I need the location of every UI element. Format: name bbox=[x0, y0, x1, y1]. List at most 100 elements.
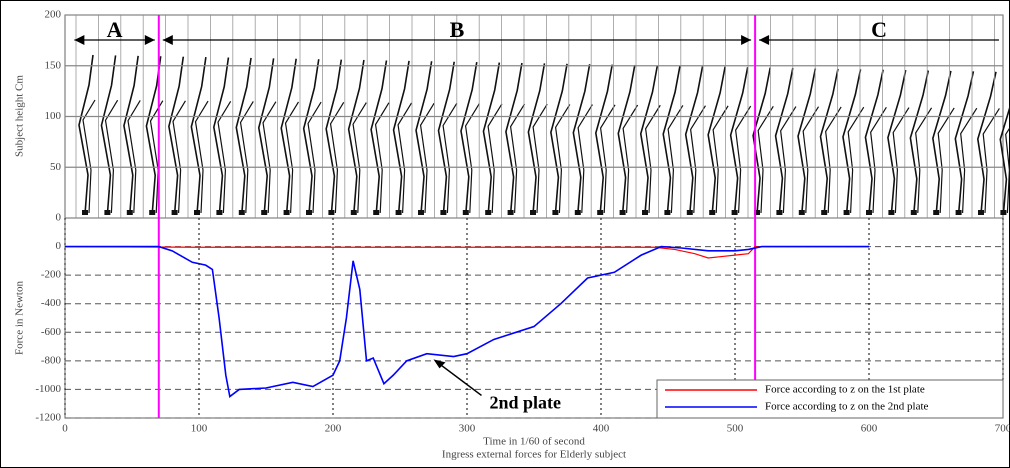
x-tick-label: 600 bbox=[861, 423, 878, 435]
y-tick-label: -400 bbox=[41, 297, 62, 309]
stick-figure-foot bbox=[328, 210, 335, 215]
stick-figure bbox=[847, 106, 865, 214]
legend-label: Force according to z on the 1st plate bbox=[765, 384, 925, 396]
stick-figure bbox=[442, 103, 458, 214]
stick-figure bbox=[482, 62, 501, 215]
legend-label: Force according to z on the 2nd plate bbox=[765, 401, 929, 413]
y-tick-label: 0 bbox=[56, 240, 62, 252]
stick-figure bbox=[527, 63, 546, 215]
stick-figure-foot bbox=[418, 210, 424, 215]
y-tick-label: 150 bbox=[45, 59, 62, 71]
stick-figure bbox=[262, 101, 277, 214]
stick-figure-foot bbox=[933, 210, 940, 215]
stick-figure-foot bbox=[283, 210, 290, 215]
stick-figure-foot bbox=[754, 210, 760, 215]
stick-figure bbox=[194, 100, 209, 214]
x-tick-label: 100 bbox=[191, 423, 208, 435]
stick-figure bbox=[464, 103, 480, 214]
stick-figure bbox=[752, 67, 772, 215]
stick-figure-foot bbox=[149, 210, 156, 215]
annotation-text: 2nd plate bbox=[490, 393, 562, 413]
x-tick-label: 200 bbox=[325, 423, 342, 435]
stick-figure-foot bbox=[664, 210, 671, 215]
y-tick-label: -600 bbox=[41, 326, 62, 338]
stick-figure-foot bbox=[709, 210, 716, 215]
stick-figure-foot bbox=[82, 210, 88, 215]
stick-figure bbox=[397, 102, 413, 214]
stick-figure-foot bbox=[350, 210, 357, 215]
stick-figure bbox=[352, 102, 367, 214]
y-tick-label: 0 bbox=[56, 212, 62, 224]
stick-figure bbox=[999, 104, 1010, 215]
stick-figure bbox=[690, 105, 706, 214]
stick-figure-foot bbox=[597, 210, 604, 215]
stick-figure bbox=[825, 106, 842, 214]
stick-figure-foot bbox=[395, 210, 402, 215]
stick-figure bbox=[954, 71, 975, 215]
phase-label: B bbox=[450, 17, 465, 42]
stick-figure bbox=[735, 105, 752, 214]
stick-figure bbox=[284, 101, 300, 214]
series-line bbox=[65, 245, 869, 398]
stick-figure bbox=[437, 61, 455, 215]
y-tick-label: 50 bbox=[50, 161, 62, 173]
stick-figure-foot bbox=[731, 210, 738, 215]
stick-figure bbox=[329, 101, 345, 214]
stick-figure-foot bbox=[530, 210, 536, 215]
phase-label: C bbox=[871, 17, 887, 42]
stick-figure bbox=[325, 59, 343, 215]
stick-figure bbox=[487, 103, 503, 214]
stick-figure bbox=[572, 64, 591, 215]
stick-figure-foot bbox=[798, 210, 805, 215]
stick-figure bbox=[707, 66, 726, 215]
stick-figure bbox=[937, 107, 955, 214]
y-tick-label: 100 bbox=[45, 110, 62, 122]
stick-figure bbox=[505, 62, 523, 215]
stick-figure bbox=[257, 58, 275, 215]
stick-figure bbox=[662, 65, 681, 215]
stick-figure bbox=[976, 71, 997, 215]
stick-figure bbox=[797, 68, 817, 215]
arrow-head bbox=[741, 35, 752, 45]
stick-figure bbox=[915, 107, 933, 214]
x-tick-label: 0 bbox=[62, 423, 68, 435]
caption: Ingress external forces for Elderly subj… bbox=[442, 449, 626, 461]
stick-figure bbox=[802, 106, 820, 214]
stick-figure-foot bbox=[485, 210, 492, 215]
stick-figure-foot bbox=[216, 210, 223, 215]
stick-figure bbox=[594, 64, 614, 215]
stick-figure bbox=[617, 64, 636, 215]
stick-figure-foot bbox=[776, 210, 783, 215]
stick-figure bbox=[729, 67, 749, 215]
x-axis-label: Time in 1/60 of second bbox=[483, 436, 585, 448]
stick-figure bbox=[392, 60, 410, 215]
stick-figure bbox=[819, 68, 839, 215]
stick-figure bbox=[415, 61, 433, 215]
x-tick-label: 300 bbox=[459, 423, 476, 435]
stick-figure bbox=[347, 59, 365, 215]
stick-figure-foot bbox=[955, 210, 962, 215]
stick-figure-foot bbox=[238, 210, 245, 215]
stick-figure-foot bbox=[507, 210, 514, 215]
stick-figure bbox=[932, 70, 952, 215]
stick-figure-foot bbox=[306, 210, 312, 215]
arrow-head bbox=[74, 35, 85, 45]
stick-figure bbox=[307, 101, 322, 214]
stick-figure bbox=[419, 102, 435, 214]
y-axis-label: Force in Newton bbox=[14, 281, 26, 355]
stick-figure bbox=[550, 63, 568, 215]
stick-figure bbox=[712, 105, 729, 214]
stick-figure-foot bbox=[821, 210, 828, 215]
stick-figure-foot bbox=[261, 210, 268, 215]
stick-figure-foot bbox=[888, 210, 895, 215]
arrow-head bbox=[759, 35, 770, 45]
stick-figure bbox=[78, 54, 94, 215]
stick-figure-foot bbox=[866, 210, 872, 215]
arrow-head bbox=[162, 35, 173, 45]
stick-figure bbox=[280, 58, 297, 215]
stick-figure-foot bbox=[910, 210, 917, 215]
stick-figure bbox=[168, 56, 185, 215]
stick-figure-foot bbox=[686, 210, 693, 215]
stick-figure-foot bbox=[619, 210, 626, 215]
